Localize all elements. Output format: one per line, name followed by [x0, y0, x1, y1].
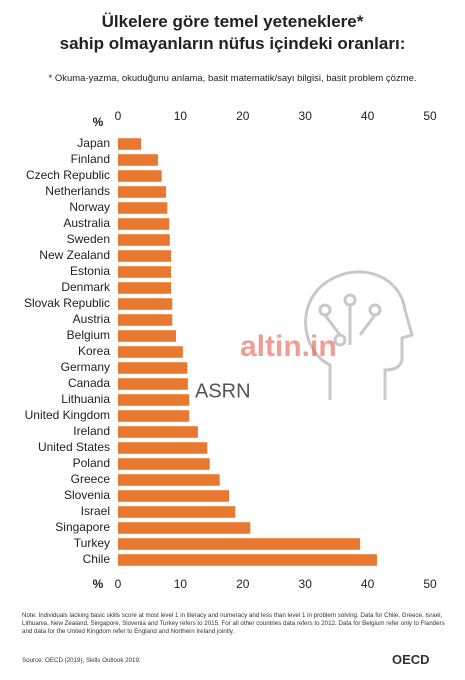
y-tick-label: Belgium: [67, 328, 110, 342]
bar: [118, 234, 170, 246]
watermark: altin.in: [240, 330, 337, 363]
x-tick-label: 40: [361, 109, 375, 123]
bar: [118, 346, 183, 358]
x-tick-label: 50: [423, 109, 437, 123]
bar: [118, 426, 198, 438]
unit-label: %: [93, 577, 104, 591]
bar: [118, 554, 377, 566]
head-icon: [304, 270, 414, 400]
x-tick-label: 40: [361, 577, 375, 591]
watermark: ASRN: [195, 380, 251, 402]
x-tick-label: 20: [236, 577, 250, 591]
y-tick-label: Singapore: [55, 520, 110, 534]
y-tick-label: Netherlands: [45, 184, 110, 198]
y-tick-label: Sweden: [67, 232, 110, 246]
x-tick-label: 0: [115, 577, 122, 591]
source: Source: OECD (2019), Skills Outlook 2019…: [22, 657, 141, 664]
y-tick-label: Greece: [71, 472, 111, 486]
bar: [118, 170, 162, 182]
bar: [118, 362, 188, 374]
bar: [118, 298, 173, 310]
x-tick-label: 10: [174, 109, 188, 123]
x-tick-label: 20: [236, 109, 250, 123]
title-line: sahip olmayanların nüfus içindeki oranla…: [59, 34, 406, 53]
y-tick-label: Lithuania: [61, 392, 110, 406]
bar: [118, 266, 172, 278]
y-tick-label: Australia: [63, 216, 110, 230]
y-tick-label: Ireland: [73, 424, 110, 438]
bar: [118, 410, 190, 422]
bar: [118, 490, 230, 502]
x-tick-label: 30: [299, 109, 313, 123]
y-tick-label: United Kingdom: [25, 408, 110, 422]
bar: [118, 282, 172, 294]
bar: [118, 314, 173, 326]
bar: [118, 506, 236, 518]
note: Note: Individuals lacking basic skills s…: [22, 612, 445, 635]
bar: [118, 154, 158, 166]
bar: [118, 186, 167, 198]
y-tick-label: Czech Republic: [26, 168, 110, 182]
y-tick-label: Slovak Republic: [24, 296, 110, 310]
y-tick-label: Norway: [69, 200, 110, 214]
x-tick-label: 50: [423, 577, 437, 591]
x-tick-label: 10: [174, 577, 188, 591]
bar: [118, 138, 142, 150]
unit-label: %: [93, 115, 104, 129]
y-tick-label: Chile: [83, 552, 111, 566]
y-tick-label: Turkey: [74, 536, 110, 550]
y-tick-label: Canada: [68, 376, 110, 390]
y-tick-label: United States: [38, 440, 110, 454]
y-tick-label: Poland: [73, 456, 110, 470]
title-line: Ülkelere göre temel yeteneklere*: [101, 12, 364, 31]
logo: OECD: [392, 652, 430, 667]
bar: [118, 218, 170, 230]
x-tick-label: 30: [299, 577, 313, 591]
bar: [118, 378, 188, 390]
y-tick-label: New Zealand: [39, 248, 110, 262]
bar: [118, 202, 168, 214]
y-tick-label: Israel: [81, 504, 110, 518]
y-tick-label: Slovenia: [64, 488, 110, 502]
y-tick-label: Finland: [71, 152, 110, 166]
y-tick-label: Germany: [61, 360, 110, 374]
y-tick-label: Denmark: [61, 280, 111, 294]
bar: [118, 522, 251, 534]
subtitle: * Okuma-yazma, okuduğunu anlama, basit m…: [48, 73, 417, 84]
y-tick-label: Estonia: [70, 264, 110, 278]
bar: [118, 442, 208, 454]
y-tick-label: Japan: [77, 136, 110, 150]
bar: [118, 458, 210, 470]
x-tick-label: 0: [115, 109, 122, 123]
bar: [118, 250, 172, 262]
bar: [118, 474, 220, 486]
y-tick-label: Austria: [73, 312, 111, 326]
bar: [118, 330, 177, 342]
bar: [118, 538, 361, 550]
bar: [118, 394, 190, 406]
y-tick-label: Korea: [78, 344, 110, 358]
